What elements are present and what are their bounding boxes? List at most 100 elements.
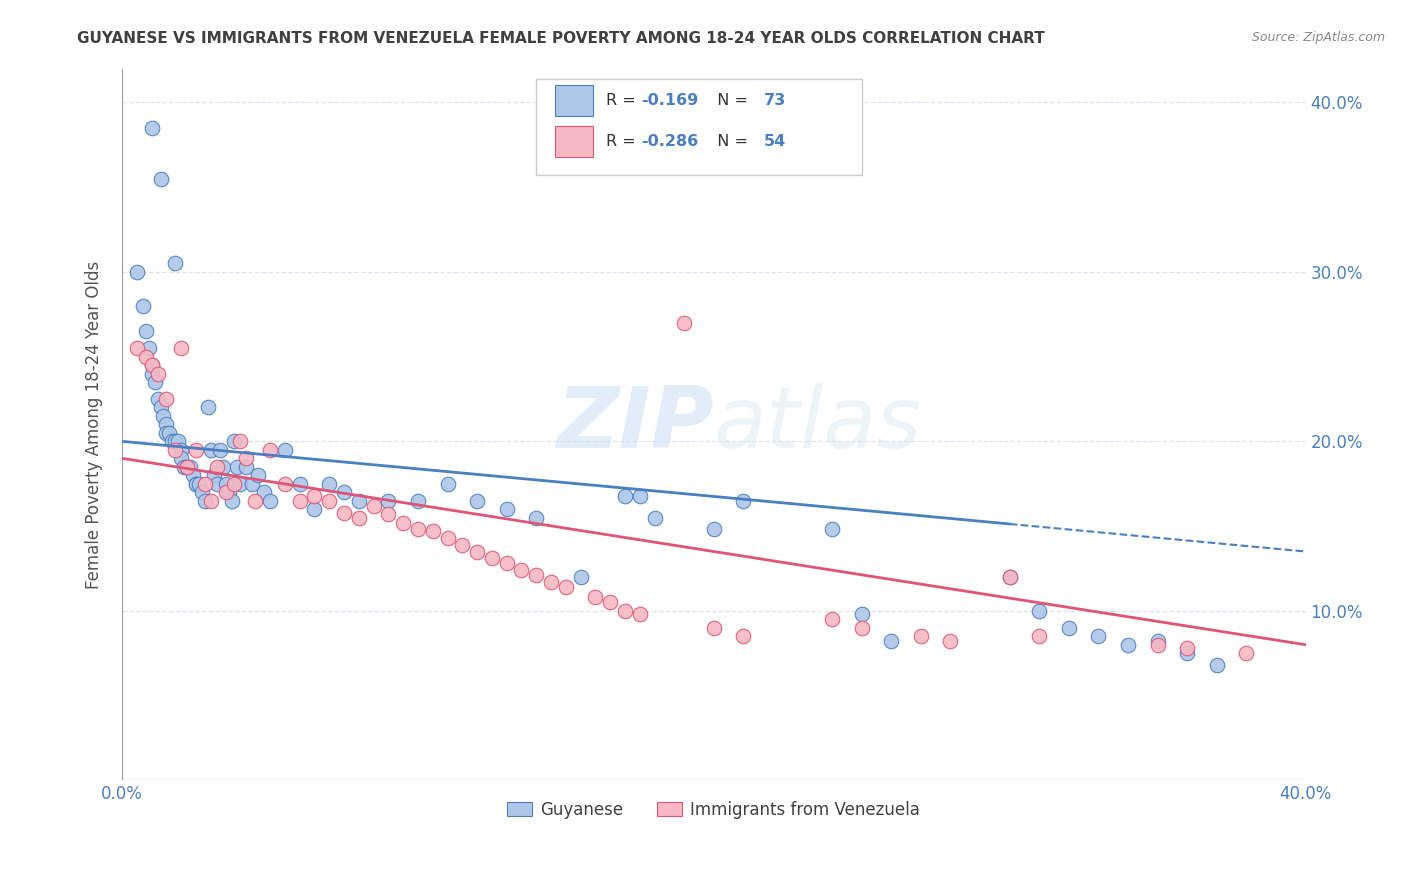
- Point: [1175, 641, 1198, 656]
- Point: [143, 375, 166, 389]
- Point: [141, 120, 163, 135]
- Point: [226, 459, 249, 474]
- Point: [880, 634, 903, 648]
- Point: [235, 459, 257, 474]
- Point: [170, 341, 193, 355]
- Point: [214, 485, 236, 500]
- Point: [155, 392, 177, 406]
- Text: atlas: atlas: [714, 383, 922, 466]
- Point: [208, 442, 231, 457]
- Point: [170, 451, 193, 466]
- Point: [188, 476, 211, 491]
- Point: [510, 563, 533, 577]
- Point: [146, 367, 169, 381]
- Point: [155, 425, 177, 440]
- Point: [333, 506, 356, 520]
- FancyBboxPatch shape: [536, 79, 862, 176]
- Point: [202, 468, 225, 483]
- Point: [347, 493, 370, 508]
- Point: [125, 341, 148, 355]
- Point: [910, 629, 932, 643]
- Text: -0.286: -0.286: [641, 135, 699, 149]
- Point: [495, 502, 517, 516]
- Text: Source: ZipAtlas.com: Source: ZipAtlas.com: [1251, 31, 1385, 45]
- Point: [205, 459, 228, 474]
- Point: [524, 510, 547, 524]
- Point: [141, 358, 163, 372]
- Point: [288, 476, 311, 491]
- FancyBboxPatch shape: [555, 126, 593, 158]
- Point: [318, 476, 340, 491]
- Point: [1028, 629, 1050, 643]
- Point: [465, 493, 488, 508]
- FancyBboxPatch shape: [555, 85, 593, 116]
- Point: [599, 595, 621, 609]
- Legend: Guyanese, Immigrants from Venezuela: Guyanese, Immigrants from Venezuela: [501, 794, 927, 825]
- Point: [451, 538, 474, 552]
- Point: [211, 459, 233, 474]
- Point: [135, 324, 157, 338]
- Point: [170, 442, 193, 457]
- Point: [733, 493, 755, 508]
- Point: [998, 570, 1021, 584]
- Point: [288, 493, 311, 508]
- Point: [218, 485, 240, 500]
- Point: [194, 476, 217, 491]
- Point: [1146, 638, 1168, 652]
- Point: [1205, 658, 1227, 673]
- Point: [703, 523, 725, 537]
- Point: [176, 459, 198, 474]
- Point: [422, 524, 444, 538]
- Point: [821, 523, 844, 537]
- Point: [162, 434, 184, 449]
- Text: GUYANESE VS IMMIGRANTS FROM VENEZUELA FEMALE POVERTY AMONG 18-24 YEAR OLDS CORRE: GUYANESE VS IMMIGRANTS FROM VENEZUELA FE…: [77, 31, 1045, 46]
- Point: [165, 434, 187, 449]
- Point: [465, 544, 488, 558]
- Point: [406, 493, 429, 508]
- Point: [229, 434, 252, 449]
- Point: [1087, 629, 1109, 643]
- Point: [181, 468, 204, 483]
- Point: [259, 442, 281, 457]
- Text: -0.169: -0.169: [641, 93, 699, 108]
- Point: [673, 316, 696, 330]
- Point: [495, 557, 517, 571]
- Point: [253, 485, 276, 500]
- Point: [259, 493, 281, 508]
- Point: [628, 607, 651, 622]
- Text: 54: 54: [763, 135, 786, 149]
- Point: [176, 459, 198, 474]
- Point: [554, 580, 576, 594]
- Point: [733, 629, 755, 643]
- Point: [132, 299, 155, 313]
- Text: N =: N =: [707, 135, 752, 149]
- Point: [229, 476, 252, 491]
- Point: [184, 476, 207, 491]
- Point: [392, 516, 415, 530]
- Point: [583, 591, 606, 605]
- Point: [224, 434, 246, 449]
- Point: [141, 367, 163, 381]
- Point: [363, 499, 385, 513]
- Point: [146, 392, 169, 406]
- Point: [245, 493, 267, 508]
- Point: [214, 476, 236, 491]
- Text: 73: 73: [763, 93, 786, 108]
- Point: [436, 531, 458, 545]
- Point: [851, 621, 873, 635]
- Point: [377, 507, 399, 521]
- Point: [167, 434, 190, 449]
- Point: [125, 265, 148, 279]
- Point: [141, 358, 163, 372]
- Point: [377, 493, 399, 508]
- Point: [436, 476, 458, 491]
- Text: R =: R =: [606, 135, 641, 149]
- Point: [1116, 638, 1139, 652]
- Point: [524, 568, 547, 582]
- Point: [304, 489, 326, 503]
- Point: [149, 171, 172, 186]
- Point: [333, 485, 356, 500]
- Point: [197, 401, 219, 415]
- Point: [614, 604, 637, 618]
- Point: [235, 451, 257, 466]
